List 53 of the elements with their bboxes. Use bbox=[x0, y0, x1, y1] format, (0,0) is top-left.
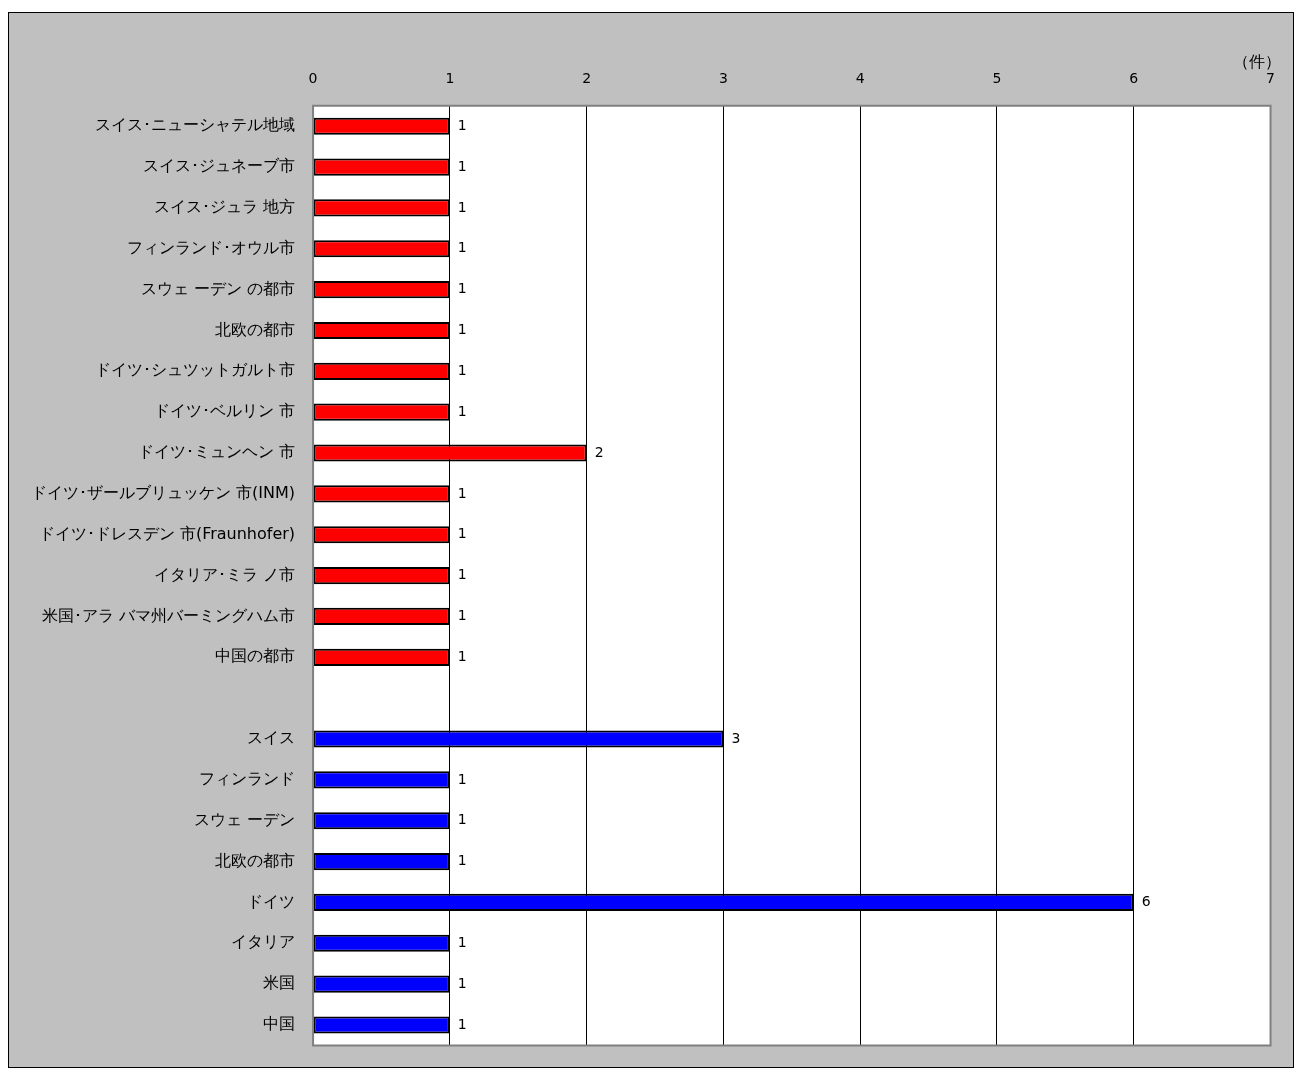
y-tick-label: スイス･ニューシャテル地域 bbox=[95, 115, 296, 135]
y-tick-label: イタリア･ミラ ノ市 bbox=[153, 564, 296, 584]
x-tick-label: 6 bbox=[1129, 70, 1139, 87]
data-label: 1 bbox=[457, 974, 467, 991]
y-tick-label: スイス bbox=[247, 728, 296, 748]
data-label: 1 bbox=[457, 852, 467, 869]
data-label: 1 bbox=[457, 198, 467, 215]
y-tick-label: 米国･アラ バマ州バーミングハム市 bbox=[41, 605, 296, 625]
data-label: 1 bbox=[457, 402, 467, 419]
data-label: 6 bbox=[1141, 893, 1151, 910]
y-tick-label: イタリア bbox=[231, 932, 296, 952]
y-tick-label: スイス･ジュネーブ市 bbox=[143, 156, 296, 176]
data-label: 1 bbox=[457, 116, 467, 133]
x-tick-label: 1 bbox=[445, 70, 455, 87]
data-label: 1 bbox=[457, 484, 467, 501]
x-tick-label: 0 bbox=[308, 70, 318, 87]
y-tick-label: フィンランド･オウル市 bbox=[127, 237, 296, 257]
data-label: 2 bbox=[594, 443, 604, 460]
data-label: 1 bbox=[457, 321, 467, 338]
y-tick-label: ドイツ･シュツットガルト市 bbox=[95, 360, 296, 380]
data-label: 1 bbox=[457, 607, 467, 624]
y-tick-label: スウェ ーデン bbox=[193, 809, 296, 829]
data-label: 1 bbox=[457, 933, 467, 950]
y-tick-label: ドイツ･ミュンヘン 市 bbox=[137, 442, 296, 462]
data-label: 1 bbox=[457, 157, 467, 174]
data-label: 1 bbox=[457, 525, 467, 542]
data-label: 1 bbox=[457, 1015, 467, 1032]
data-label: 1 bbox=[457, 280, 467, 297]
x-tick-label: 2 bbox=[582, 70, 592, 87]
data-label: 1 bbox=[457, 647, 467, 664]
y-tick-label: 中国 bbox=[263, 1014, 296, 1034]
data-label: 1 bbox=[457, 239, 467, 256]
data-label: 1 bbox=[457, 770, 467, 787]
y-tick-label: 北欧の都市 bbox=[215, 850, 296, 870]
y-tick-label: ドイツ bbox=[247, 891, 296, 911]
y-tick-label: フィンランド bbox=[199, 769, 296, 789]
y-tick-label: スイス･ジュラ 地方 bbox=[153, 197, 296, 217]
data-label: 1 bbox=[457, 566, 467, 583]
y-tick-label: 北欧の都市 bbox=[215, 319, 296, 339]
y-tick-label: 中国の都市 bbox=[215, 646, 296, 666]
data-label: 1 bbox=[457, 361, 467, 378]
y-tick-label: スウェ ーデン の都市 bbox=[140, 278, 296, 298]
x-tick-label: 4 bbox=[855, 70, 865, 87]
y-tick-label: ドイツ･ドレスデン 市(Fraunhofer) bbox=[38, 523, 296, 543]
x-tick-label: 5 bbox=[992, 70, 1002, 87]
y-tick-label: 米国 bbox=[263, 973, 296, 993]
y-tick-label: ドイツ･ベルリン 市 bbox=[153, 401, 296, 421]
data-label: 1 bbox=[457, 811, 467, 828]
y-tick-label: ドイツ･ザールブリュッケン 市(INM) bbox=[31, 483, 296, 503]
x-tick-label: 3 bbox=[718, 70, 728, 87]
x-axis-title: （件） bbox=[1232, 52, 1281, 72]
x-tick-label: 7 bbox=[1266, 70, 1276, 87]
data-label: 3 bbox=[731, 729, 741, 746]
